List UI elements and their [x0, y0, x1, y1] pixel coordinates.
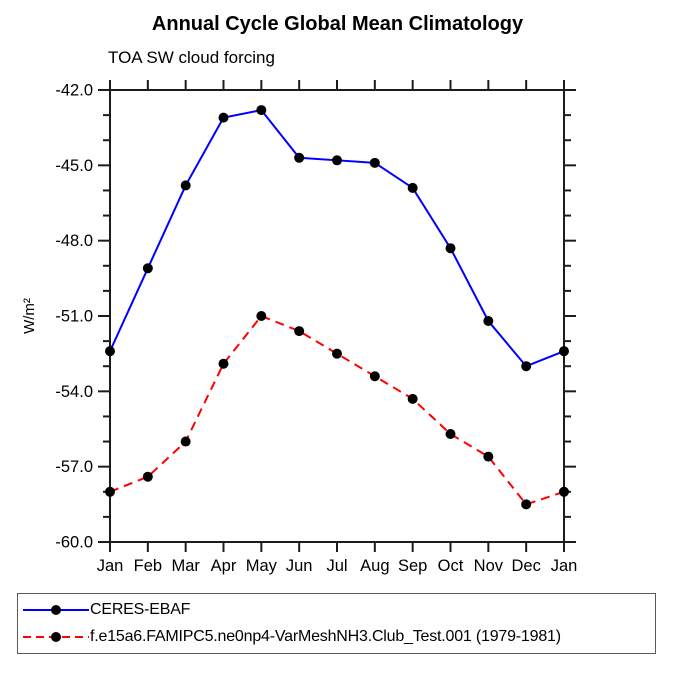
svg-text:Sep: Sep	[398, 557, 427, 575]
chart-subtitle: TOA SW cloud forcing	[108, 48, 275, 67]
svg-text:Jul: Jul	[326, 557, 347, 575]
legend-dashed-line-icon	[23, 632, 89, 642]
svg-text:Nov: Nov	[474, 557, 504, 575]
x-axis-ticks: Jan Feb Mar Apr May Jun Jul Aug Sep Oct Nov Dec Jan	[97, 80, 578, 575]
svg-text:May: May	[246, 557, 278, 575]
series-markers-0	[105, 105, 569, 372]
svg-text:Mar: Mar	[171, 557, 200, 575]
legend: CERES-EBAF f.e15a6.FAMIPC5.ne0np4-VarMes…	[17, 593, 656, 654]
svg-text:-60.0: -60.0	[55, 534, 93, 552]
svg-text:-48.0: -48.0	[55, 232, 93, 250]
legend-item-model-run: f.e15a6.FAMIPC5.ne0np4-VarMeshNH3.Club_T…	[20, 624, 651, 651]
svg-text:-54.0: -54.0	[55, 383, 93, 401]
series-line-0	[109, 108, 565, 368]
svg-text:Jun: Jun	[286, 557, 313, 575]
legend-label-ceres-ebaf: CERES-EBAF	[90, 601, 191, 618]
series-markers-1	[105, 311, 569, 510]
svg-text:Jan: Jan	[97, 557, 124, 575]
svg-text:Feb: Feb	[134, 557, 162, 575]
chart-title: Annual Cycle Global Mean Climatology	[151, 13, 524, 35]
legend-label-model-run: f.e15a6.FAMIPC5.ne0np4-VarMeshNH3.Club_T…	[90, 628, 561, 645]
legend-item-ceres-ebaf: CERES-EBAF	[20, 597, 651, 624]
svg-text:Dec: Dec	[511, 557, 540, 575]
y-axis-label: W/m²	[21, 298, 38, 334]
svg-text:Oct: Oct	[438, 557, 464, 575]
svg-text:Apr: Apr	[211, 557, 237, 575]
plot-frame	[109, 89, 565, 543]
svg-text:-45.0: -45.0	[55, 157, 93, 175]
svg-text:-42.0: -42.0	[55, 82, 93, 100]
series-line-1	[109, 314, 565, 506]
legend-solid-line-icon	[23, 605, 89, 615]
y-axis-ticks: -60.0 -57.0 -54.0 -51.0 -48.0 -45.0 -42.0	[55, 82, 576, 552]
svg-text:Aug: Aug	[360, 557, 389, 575]
svg-text:Jan: Jan	[551, 557, 578, 575]
svg-text:-51.0: -51.0	[55, 308, 93, 326]
svg-text:-57.0: -57.0	[55, 458, 93, 476]
